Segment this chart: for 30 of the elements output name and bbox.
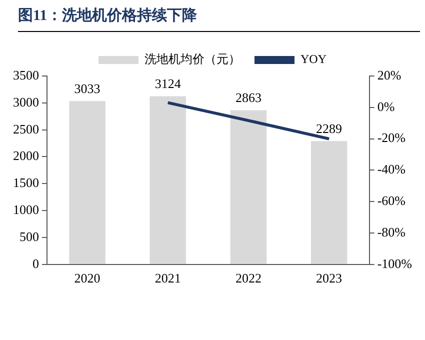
- y2-tick-label: -40%: [377, 162, 406, 177]
- legend-label: 洗地机均价（元）: [144, 52, 240, 66]
- y-tick-label: 1500: [13, 175, 39, 190]
- y2-tick-label: -80%: [377, 224, 406, 240]
- y2-tick-label: 20%: [377, 67, 402, 82]
- data-label: 2289: [316, 121, 342, 136]
- legend-label: YOY: [300, 52, 327, 66]
- x-tick-label: 2023: [316, 270, 342, 286]
- y-tick-label: 2500: [13, 121, 39, 136]
- y-tick-label: 500: [20, 228, 39, 244]
- y2-tick-label: -100%: [377, 256, 412, 271]
- x-tick-label: 2020: [74, 270, 100, 286]
- x-tick-label: 2022: [235, 270, 262, 286]
- y2-tick-label: 0%: [377, 98, 395, 114]
- y-tick-label: 3500: [13, 67, 39, 82]
- y2-tick-label: -20%: [377, 130, 406, 146]
- x-tick-label: 2021: [154, 270, 181, 286]
- bar: [69, 101, 106, 264]
- y-tick-label: 3000: [13, 94, 39, 110]
- data-label: 3033: [74, 81, 100, 96]
- data-label: 2863: [235, 90, 262, 106]
- y-tick-label: 2000: [13, 148, 39, 164]
- chart-title: 图11：洗地机价格持续下降: [18, 6, 420, 32]
- bar: [310, 141, 348, 264]
- bar: [230, 110, 267, 264]
- bar: [150, 96, 186, 264]
- y-tick-label: 1000: [13, 202, 39, 217]
- y2-tick-label: -60%: [377, 193, 406, 208]
- data-label: 3124: [154, 76, 182, 92]
- y-tick-label: 0: [32, 256, 39, 271]
